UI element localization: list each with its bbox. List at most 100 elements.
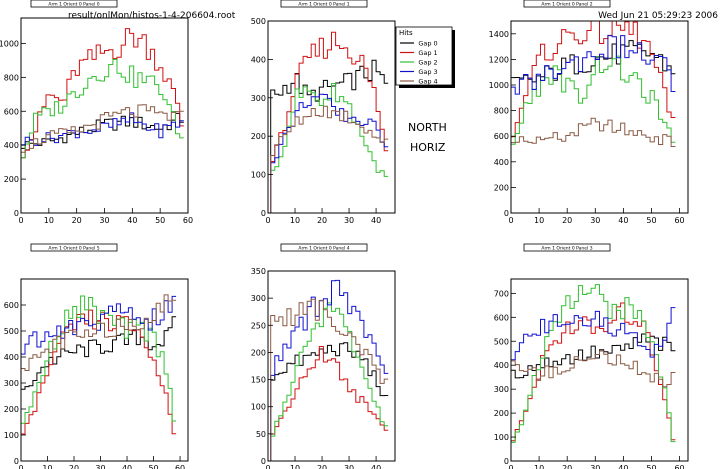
x-tick-label: 30 bbox=[99, 216, 109, 225]
panel-title-box bbox=[30, 0, 118, 8]
x-tick-label: 40 bbox=[127, 216, 137, 225]
x-tick-label: 0 bbox=[265, 216, 270, 225]
y-tick-label: 50 bbox=[256, 430, 266, 439]
x-tick-label: 0 bbox=[508, 216, 513, 225]
legend-entry: Gap 4 bbox=[418, 78, 437, 86]
y-tick-label: 600 bbox=[4, 107, 19, 116]
legend-entry: Gap 1 bbox=[418, 49, 437, 57]
series-gap-3 bbox=[270, 279, 389, 461]
y-tick-label: 100 bbox=[251, 171, 266, 180]
panel-title-box bbox=[523, 0, 611, 8]
x-tick-label: 30 bbox=[590, 216, 600, 225]
x-tick-label: 10 bbox=[534, 464, 544, 469]
panel-title-box bbox=[523, 243, 611, 252]
x-tick-label: 60 bbox=[175, 464, 185, 469]
x-tick-label: 60 bbox=[674, 464, 684, 469]
x-tick-label: 50 bbox=[155, 216, 165, 225]
y-tick-label: 300 bbox=[251, 294, 266, 303]
histogram-panel-1: Arm 1 Orient 0 Panel 00 10 20 30 40 50 6002004… bbox=[0, 0, 193, 225]
histogram-panel-4: Arm 1 Orient 0 Panel 50 10 20 30 40 50 6001002… bbox=[4, 243, 189, 469]
legend-entry: Gap 2 bbox=[418, 59, 437, 67]
series-gap-3 bbox=[510, 307, 676, 461]
x-tick-label: 0 bbox=[18, 216, 23, 225]
series-gap-3 bbox=[20, 112, 184, 213]
y-tick-label: 300 bbox=[4, 379, 19, 388]
y-tick-label: 600 bbox=[4, 301, 19, 310]
y-tick-label: 600 bbox=[494, 132, 509, 141]
series-gap-4 bbox=[270, 298, 389, 461]
plot-frame bbox=[510, 20, 689, 214]
file-label: result/onlMon/histos-1-4-206604.root bbox=[68, 11, 236, 21]
series-gap-2 bbox=[510, 55, 676, 213]
y-tick-label: 400 bbox=[251, 55, 266, 64]
y-tick-label: 400 bbox=[494, 361, 509, 370]
y-tick-label: 300 bbox=[251, 94, 266, 103]
series-gap-2 bbox=[510, 284, 676, 461]
series-gap-2 bbox=[20, 59, 184, 213]
panel-title: Arm 1 Orient 0 Panel 3 bbox=[541, 246, 592, 252]
y-tick-label: 1400 bbox=[489, 30, 509, 39]
y-tick-label: 300 bbox=[494, 385, 509, 394]
x-tick-label: 10 bbox=[44, 216, 54, 225]
y-tick-label: 600 bbox=[494, 313, 509, 322]
panel-title: Arm 1 Orient 0 Panel 5 bbox=[48, 246, 99, 252]
y-tick-label: 0 bbox=[14, 209, 19, 218]
x-tick-label: 0 bbox=[18, 464, 23, 469]
y-tick-label: 100 bbox=[4, 431, 19, 440]
x-tick-label: 10 bbox=[42, 464, 52, 469]
histogram-panel-6: Arm 1 Orient 0 Panel 30 10 20 30 40 50 6001002… bbox=[494, 243, 689, 469]
panel-title-box bbox=[30, 243, 118, 252]
y-tick-label: 1200 bbox=[489, 55, 509, 64]
series-gap-2 bbox=[270, 302, 389, 461]
panel-title: Arm 1 Orient 0 Panel 0 bbox=[48, 2, 99, 8]
series-gap-4 bbox=[510, 117, 676, 213]
y-tick-label: 250 bbox=[251, 321, 266, 330]
series-gap-0 bbox=[510, 333, 676, 461]
plot-frame bbox=[20, 17, 189, 214]
y-tick-label: 400 bbox=[4, 353, 19, 362]
x-tick-label: 40 bbox=[122, 464, 132, 469]
annotation-north: NORTH bbox=[408, 121, 447, 134]
series-gap-0 bbox=[270, 342, 389, 461]
x-tick-label: 60 bbox=[674, 216, 684, 225]
y-tick-label: 0 bbox=[504, 209, 509, 218]
series-gap-3 bbox=[510, 35, 676, 213]
plot-frame bbox=[20, 278, 189, 462]
series-gap-2 bbox=[270, 83, 389, 213]
panel-title-box bbox=[280, 0, 368, 8]
series-gap-0 bbox=[20, 316, 177, 461]
y-tick-label: 200 bbox=[4, 175, 19, 184]
legend-entry: Gap 0 bbox=[418, 40, 437, 48]
x-tick-label: 0 bbox=[265, 464, 270, 469]
y-tick-label: 800 bbox=[4, 73, 19, 82]
series-gap-0 bbox=[20, 112, 184, 213]
series-gap-4 bbox=[20, 294, 177, 461]
x-tick-label: 20 bbox=[317, 216, 327, 225]
x-tick-label: 50 bbox=[646, 216, 656, 225]
y-tick-label: 100 bbox=[494, 433, 509, 442]
y-tick-label: 400 bbox=[4, 141, 19, 150]
series-gap-1 bbox=[270, 346, 389, 461]
legend-title: Hits bbox=[399, 29, 413, 37]
x-tick-label: 50 bbox=[148, 464, 158, 469]
y-tick-label: 200 bbox=[251, 348, 266, 357]
x-tick-label: 30 bbox=[95, 464, 105, 469]
y-tick-label: 500 bbox=[4, 327, 19, 336]
y-tick-label: 350 bbox=[251, 267, 266, 276]
y-tick-label: 150 bbox=[251, 376, 266, 385]
x-tick-label: 40 bbox=[618, 216, 628, 225]
histogram-panel-2: Arm 1 Orient 0 Panel 10 10 20 30 40010020030… bbox=[251, 0, 396, 225]
x-tick-label: 20 bbox=[72, 216, 82, 225]
x-tick-label: 20 bbox=[317, 464, 327, 469]
x-tick-label: 40 bbox=[371, 464, 381, 469]
histogram-panel-5: Arm 1 Orient 0 Panel 4 0 10 20 30 40 0 50 100 150… bbox=[251, 243, 396, 469]
panel-title: Arm 1 Orient 0 Panel 4 bbox=[298, 246, 349, 252]
x-tick-label: 60 bbox=[183, 216, 193, 225]
y-tick-label: 0 bbox=[261, 457, 266, 466]
x-tick-label: 0 bbox=[508, 464, 513, 469]
panel-title: Arm 1 Orient 0 Panel 2 bbox=[541, 2, 592, 8]
series-gap-4 bbox=[20, 104, 184, 213]
x-tick-label: 30 bbox=[344, 464, 354, 469]
y-tick-label: 400 bbox=[494, 158, 509, 167]
